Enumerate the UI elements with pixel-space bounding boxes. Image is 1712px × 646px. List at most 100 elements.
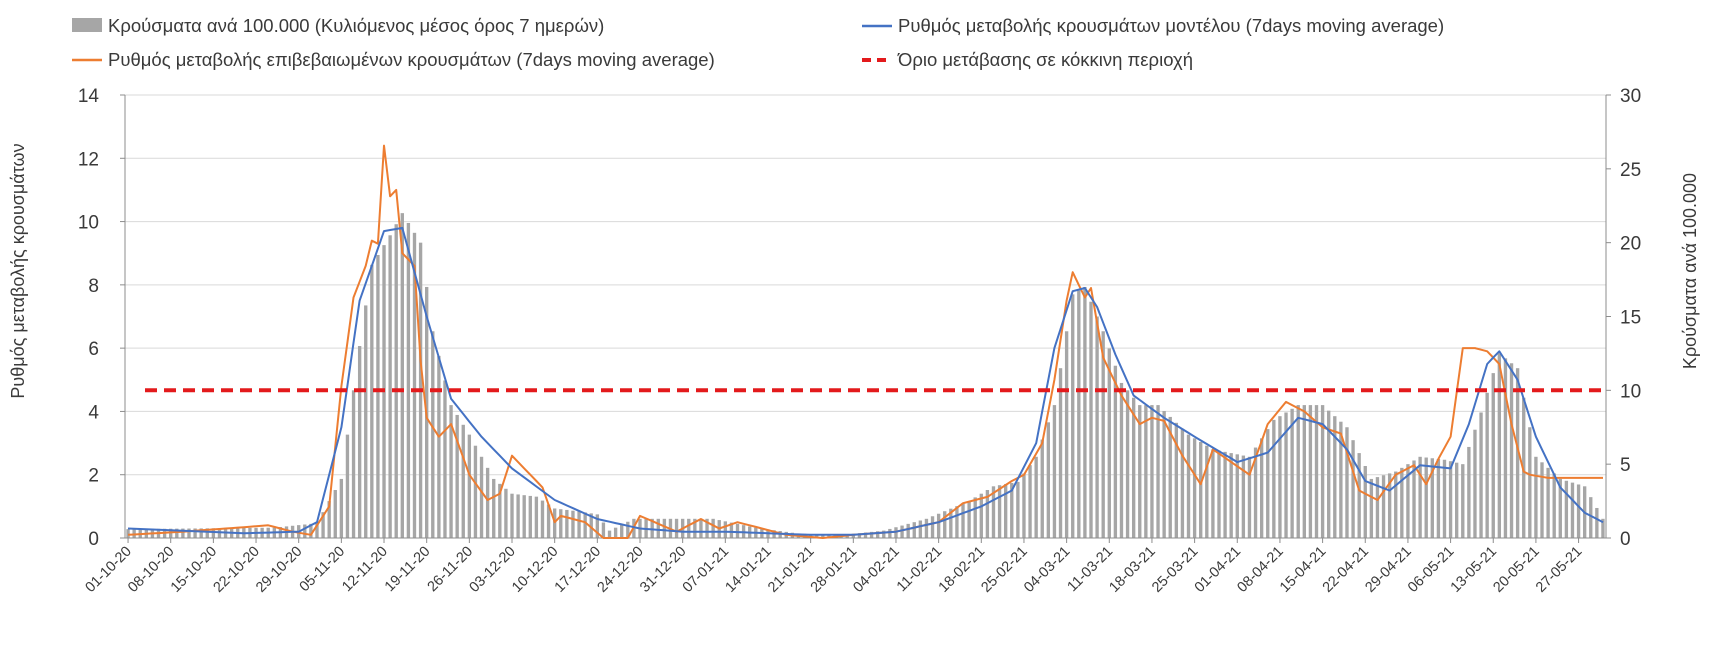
bar (900, 525, 904, 538)
bar (1028, 465, 1032, 538)
bar (876, 531, 880, 538)
bar (1424, 457, 1428, 538)
bar (1089, 301, 1093, 538)
bar (1448, 461, 1453, 538)
bar (1064, 331, 1069, 538)
bar (1387, 473, 1392, 538)
bar (1351, 440, 1355, 538)
bar (175, 528, 179, 538)
bar (1156, 405, 1160, 538)
bar (1022, 473, 1026, 538)
bar (1345, 427, 1349, 538)
bar (205, 528, 209, 538)
bar (1259, 438, 1264, 538)
bar (601, 522, 606, 538)
y-left-tick-label: 0 (88, 529, 99, 550)
bar (857, 533, 862, 538)
y-right-tick-label: 0 (1620, 529, 1631, 550)
bar (504, 488, 508, 538)
bar (656, 518, 660, 538)
bar (936, 513, 941, 538)
y-right-tick-label: 20 (1620, 234, 1641, 255)
bar (510, 493, 514, 538)
bar (1369, 478, 1374, 538)
bar (626, 521, 630, 538)
y-right-tick-label: 25 (1620, 160, 1641, 181)
bar (1296, 405, 1300, 538)
bar (1314, 405, 1319, 538)
bar (1040, 439, 1044, 538)
bar (1558, 478, 1562, 538)
bar (364, 305, 368, 538)
bar (985, 490, 990, 538)
bar (1528, 427, 1532, 538)
bar (406, 222, 411, 538)
y-left-tick-label: 8 (88, 276, 99, 297)
bar (571, 510, 575, 538)
bar (1016, 481, 1020, 538)
bar (528, 495, 532, 538)
bar (498, 483, 502, 538)
bar (181, 528, 185, 538)
bar (485, 467, 490, 538)
bar (1119, 382, 1124, 538)
legend-label-threshold: Όριο μετάβασης σε κόκκινη περιοχή (897, 49, 1193, 70)
bar (967, 501, 971, 538)
bar (1400, 467, 1404, 538)
bar (187, 528, 191, 538)
bar (467, 434, 472, 538)
bar (1394, 471, 1398, 538)
bar (1461, 464, 1465, 538)
bar (851, 533, 855, 538)
bar (674, 518, 679, 538)
bar (388, 235, 392, 539)
bar (1406, 464, 1410, 538)
y-left-tick-label: 12 (78, 149, 99, 170)
bar (1576, 484, 1581, 538)
legend-swatch-bars (72, 18, 102, 32)
bar (540, 500, 545, 538)
bar (1052, 405, 1057, 538)
bar (821, 534, 825, 538)
y-left-tick-label: 6 (88, 339, 99, 360)
bar (1150, 405, 1154, 538)
y-right-tick-label: 10 (1620, 381, 1641, 402)
y-left-tick-label: 14 (78, 86, 100, 107)
bar (1491, 373, 1495, 538)
bar (1290, 408, 1294, 538)
line-model-rate (127, 226, 1604, 536)
bar (1205, 445, 1209, 538)
bar (711, 518, 715, 538)
y-left-tick-label: 4 (88, 402, 99, 423)
bar (516, 494, 520, 538)
bar (1515, 368, 1520, 538)
bar (943, 511, 947, 538)
bar (1046, 422, 1051, 538)
bar (1247, 456, 1252, 538)
bar (687, 518, 691, 538)
bar (1241, 455, 1246, 538)
bar (339, 478, 344, 538)
bar (693, 518, 697, 538)
bar (1442, 459, 1447, 538)
bar (1131, 397, 1136, 538)
bar (827, 534, 831, 538)
bar (1211, 449, 1215, 538)
bar (1412, 460, 1416, 538)
bar (1320, 405, 1325, 538)
bar (1229, 453, 1233, 538)
bar (303, 524, 307, 538)
bar (1381, 475, 1386, 538)
bar (863, 532, 868, 538)
bar (1308, 405, 1313, 538)
bar (1101, 331, 1105, 538)
bar (583, 512, 587, 538)
bar (997, 485, 1002, 538)
bar (979, 493, 983, 538)
bar (211, 528, 216, 538)
legend-label-bars: Κρούσματα ανά 100.000 (Κυλιόμενος μέσος … (108, 15, 604, 36)
bar (1192, 438, 1197, 538)
bar (1125, 390, 1130, 538)
